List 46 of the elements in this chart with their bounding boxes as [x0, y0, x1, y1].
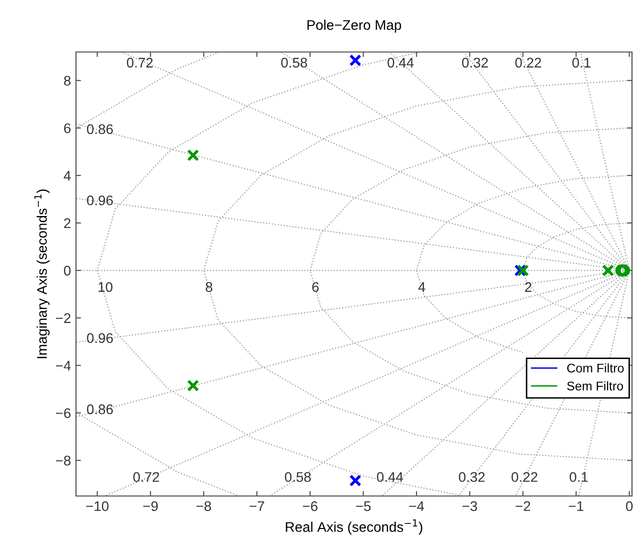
y-tick-label: −6: [56, 408, 71, 418]
x-tick-label: −10: [86, 501, 109, 512]
y-axis-title: Imaginary Axis (seconds$^{−1}$): [34, 190, 50, 358]
x-axis-title: Real Axis (seconds$^{−1}$): [286, 519, 422, 535]
y-tick-label: 6: [64, 123, 71, 134]
x-tick-label: −4: [409, 501, 424, 511]
y-tick-label: −4: [56, 360, 71, 370]
annotation: 10: [98, 282, 112, 292]
annotation: 0.96: [86, 333, 113, 344]
y-tick-label: −8: [56, 456, 71, 466]
annotation: 0.58: [284, 472, 311, 482]
chart-title: Pole−Zero Map: [307, 20, 402, 33]
annotation: 8: [206, 282, 212, 292]
annotation: 0.72: [133, 472, 160, 482]
x-tick-label: −1: [568, 501, 584, 511]
y-tick-label: 4: [64, 170, 71, 180]
annotation: 4: [418, 282, 426, 292]
annotation: 0.86: [86, 404, 113, 414]
annotation: 0.44: [388, 58, 414, 68]
annotation: 0.22: [515, 58, 542, 68]
annotation: 0.58: [281, 58, 308, 68]
annotation: 0.86: [86, 124, 113, 134]
y-tick-label: 0: [64, 266, 71, 276]
y-tick-label: 2: [64, 218, 70, 228]
legend-label: Sem Filtro: [567, 381, 624, 390]
y-tick-label: 8: [64, 76, 71, 86]
x-tick-label: −8: [196, 501, 212, 512]
annotation: 0.22: [512, 472, 538, 482]
x-tick-label: −7: [250, 501, 264, 511]
x-tick-label: −2: [516, 501, 530, 511]
y-tick-label: −2: [56, 313, 70, 323]
annotation: 0.32: [458, 472, 485, 482]
annotation: 0.96: [86, 195, 113, 206]
annotation: 2: [525, 282, 532, 292]
legend-label: Com Filtro: [567, 363, 624, 373]
annotation: 6: [312, 282, 319, 292]
x-tick-label: 0: [626, 501, 633, 512]
x-tick-label: −3: [462, 501, 478, 512]
annotation: 0.1: [570, 472, 588, 482]
annotation: 0.44: [376, 472, 404, 482]
annotation: 0.32: [462, 58, 488, 68]
x-tick-label: −9: [143, 501, 158, 512]
x-tick-label: −6: [302, 501, 318, 512]
annotation: 0.72: [126, 58, 153, 68]
annotation: 0.1: [572, 58, 590, 68]
x-tick-label: −5: [356, 501, 371, 512]
